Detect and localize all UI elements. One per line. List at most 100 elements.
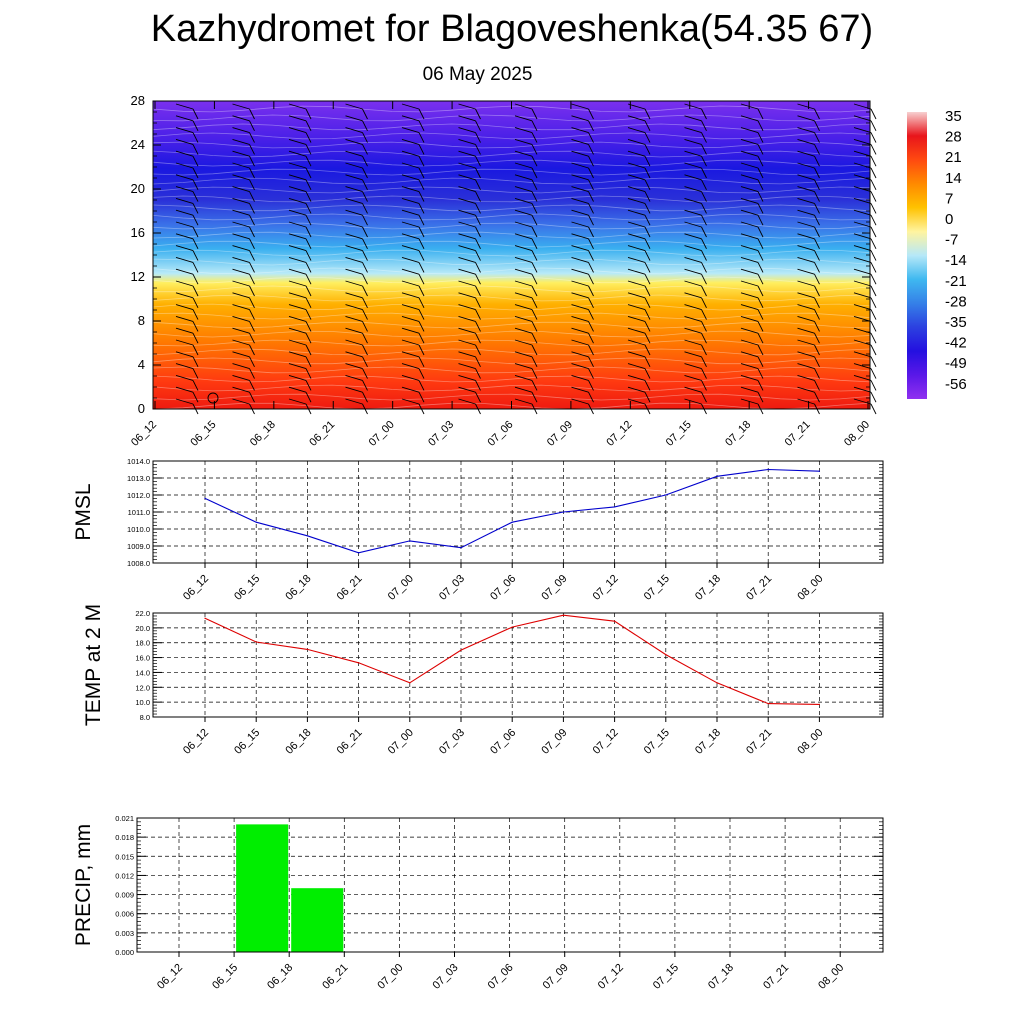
wind-barb — [814, 238, 820, 250]
wind-barb — [870, 285, 877, 297]
wind-barb — [362, 356, 368, 368]
wind-barb — [249, 344, 255, 356]
wind-barb-flag — [571, 363, 589, 370]
wind-barb — [249, 250, 255, 261]
wind-barb-flag — [571, 115, 589, 122]
wind-barb-flag — [514, 221, 533, 228]
wind-barb-flag — [175, 327, 194, 334]
x-tick-label: 07_00 — [367, 419, 397, 449]
wind-barb-flag — [288, 221, 307, 228]
wind-barb — [870, 344, 877, 356]
wind-barb-flag — [571, 374, 589, 381]
wind-barb — [644, 368, 651, 379]
wind-barb-flag — [514, 174, 533, 181]
wind-barb — [418, 356, 425, 368]
colorbar-label: -35 — [945, 314, 967, 331]
wind-barb-flag — [345, 127, 363, 134]
x-tick-label: 06_21 — [335, 573, 365, 603]
wind-barb-flag — [797, 162, 815, 169]
wind-barb-flag — [288, 138, 307, 145]
y-tick-label: 0.018 — [115, 833, 134, 842]
wind-barb — [870, 226, 877, 238]
wind-barb — [418, 297, 425, 309]
wind-barb — [644, 120, 651, 132]
wind-barb-flag — [232, 363, 250, 370]
wind-barb-flag — [740, 351, 759, 358]
wind-barb — [249, 356, 255, 368]
wind-barb — [249, 309, 255, 320]
wind-barb — [531, 332, 538, 344]
wind-barb-flag — [853, 127, 872, 134]
wind-barb-flag — [514, 197, 533, 204]
wind-barb — [531, 191, 538, 202]
wind-barb — [305, 368, 312, 379]
wind-barb-flag — [401, 374, 420, 381]
wind-barb — [249, 380, 255, 391]
wind-barb — [588, 167, 594, 179]
wind-barb-flag — [288, 280, 307, 287]
wind-barb-flag — [175, 197, 194, 204]
wind-barb-flag — [514, 280, 533, 287]
y-tick-label: 28 — [131, 93, 145, 108]
wind-barb — [814, 309, 820, 320]
x-tick-label: 07_18 — [693, 573, 723, 603]
wind-barb-flag — [288, 162, 307, 169]
wind-barb-flag — [401, 386, 420, 393]
wind-barb-flag — [627, 292, 646, 299]
wind-barb-flag — [571, 233, 589, 240]
wind-barb-flag — [797, 115, 815, 122]
wind-barb-flag — [797, 197, 815, 204]
y-tick-label: 1012.0 — [127, 491, 150, 500]
wind-barb-flag — [345, 245, 363, 252]
wind-barb — [531, 226, 538, 238]
wind-barb-flag — [684, 245, 702, 252]
wind-barb-flag — [740, 363, 759, 370]
wind-barb-flag — [627, 327, 646, 334]
wind-barb-flag — [458, 386, 476, 393]
wind-barb — [192, 380, 199, 391]
wind-barb-flag — [175, 150, 194, 157]
x-tick-label: 06_18 — [248, 419, 278, 449]
wind-barb — [305, 179, 312, 191]
wind-barb-flag — [288, 256, 307, 263]
wind-barb-flag — [514, 386, 533, 393]
wind-barb-flag — [684, 103, 702, 110]
wind-barb — [531, 155, 538, 167]
wind-barb — [362, 262, 368, 273]
wind-barb — [418, 285, 425, 297]
wind-barb-flag — [797, 127, 815, 134]
wind-barb — [588, 262, 594, 273]
wind-barb — [418, 380, 425, 391]
y-tick-label: 16.0 — [135, 654, 150, 663]
wind-barb-flag — [401, 127, 420, 134]
wind-barb-flag — [458, 233, 476, 240]
wind-barb — [814, 273, 820, 285]
wind-barb-flag — [175, 363, 194, 370]
panel-border — [152, 612, 884, 718]
wind-barb — [192, 285, 199, 297]
wind-barb-flag — [627, 233, 646, 240]
wind-barb — [701, 226, 707, 238]
wind-barb-flag — [345, 115, 363, 122]
wind-barb-flag — [345, 186, 363, 193]
wind-barb — [870, 120, 877, 132]
contour-line — [152, 195, 871, 203]
wind-barb-flag — [175, 186, 194, 193]
wind-barb — [418, 321, 425, 332]
wind-barb-flag — [232, 186, 250, 193]
x-tick-label: 07_15 — [642, 727, 672, 757]
data-point — [358, 552, 360, 554]
wind-barb-flag — [684, 292, 702, 299]
wind-barb — [249, 132, 255, 143]
wind-barb-flag — [175, 127, 194, 134]
wind-barb — [305, 250, 312, 261]
wind-barb-flag — [684, 127, 702, 134]
wind-barb-flag — [627, 162, 646, 169]
wind-barb-flag — [627, 280, 646, 287]
wind-barb-flag — [514, 103, 533, 110]
wind-barb — [305, 309, 312, 320]
wind-barb-flag — [514, 363, 533, 370]
panel-border — [152, 460, 884, 564]
wind-barb-flag — [514, 256, 533, 263]
wind-barb — [701, 380, 707, 391]
